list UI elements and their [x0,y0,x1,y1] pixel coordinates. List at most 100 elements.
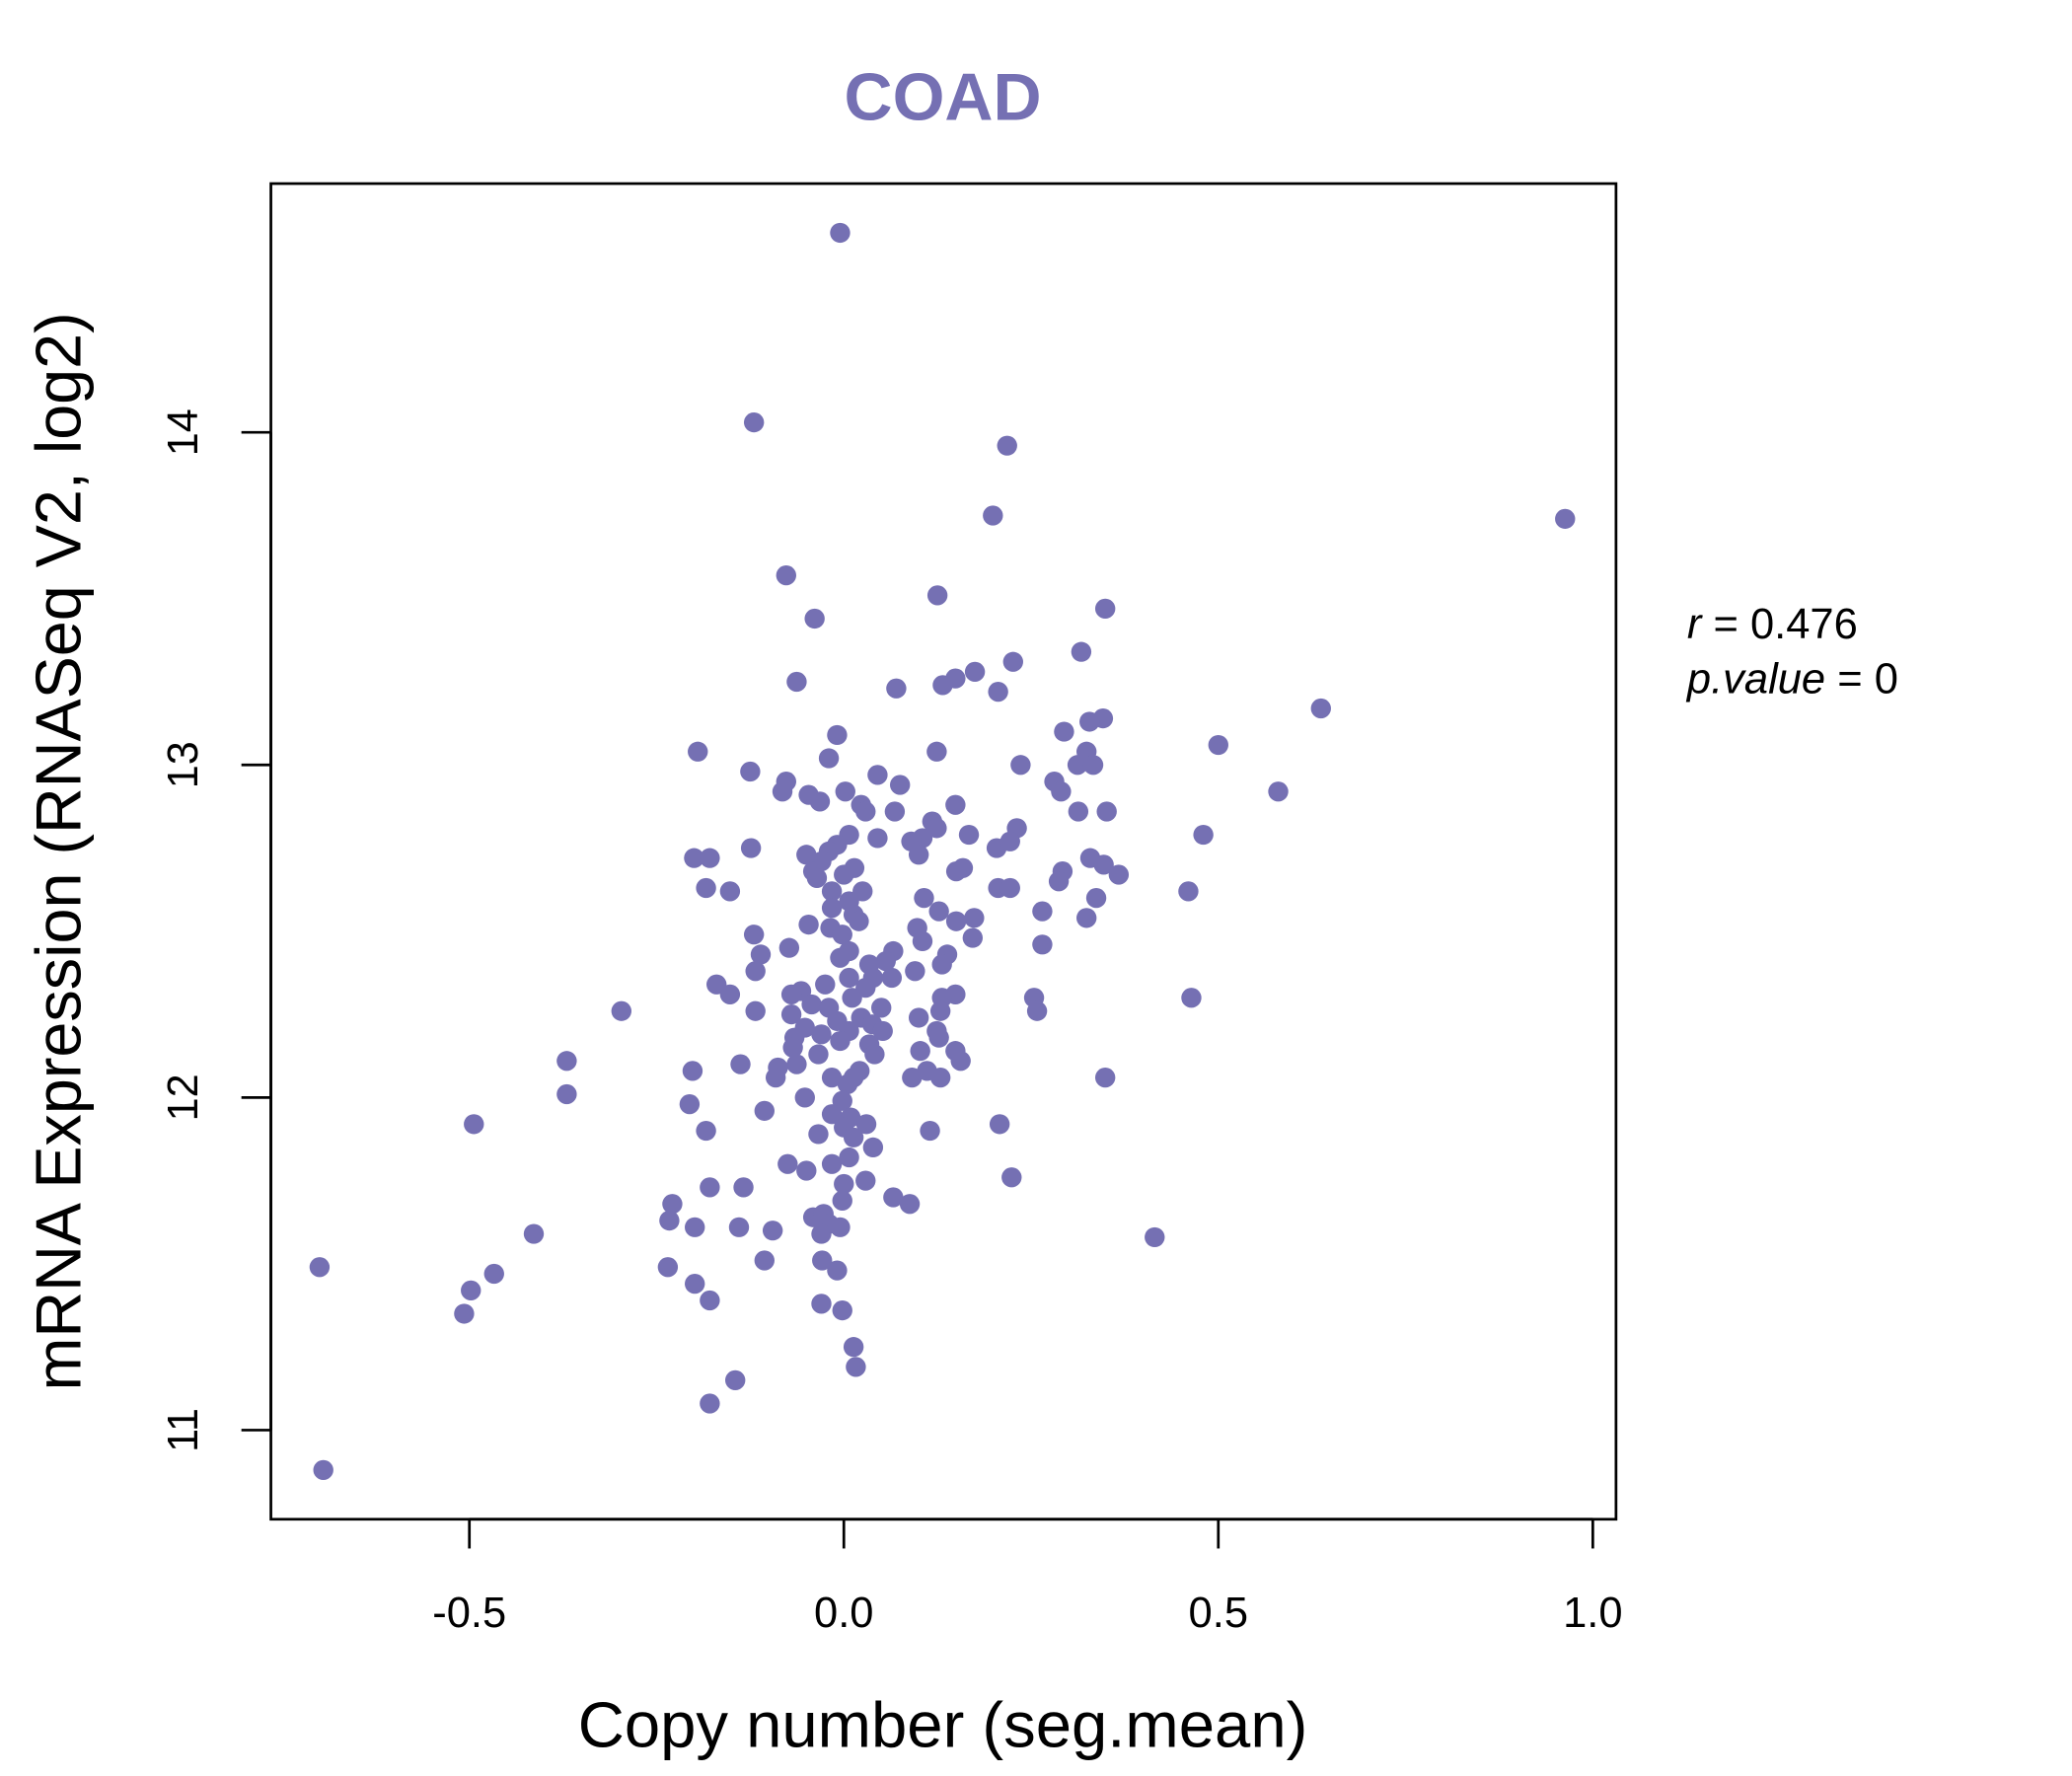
data-point [743,925,765,945]
data-point [730,1054,751,1074]
data-point [821,881,843,902]
points-layer [309,222,1576,1480]
data-point [821,1153,843,1174]
data-point [1032,934,1053,955]
data-point [1094,1068,1116,1088]
data-point [928,1027,949,1048]
data-point [1108,864,1130,885]
x-axis-label: Copy number (seg.mean) [578,1689,1308,1761]
data-point [945,861,967,882]
data-point [483,1263,504,1285]
data-point [679,1093,701,1115]
data-point [914,888,934,909]
data-point [926,585,948,606]
data-point [1555,508,1576,529]
data-point [1026,1000,1048,1021]
data-point [786,671,807,693]
data-point [835,781,855,802]
data-point [740,838,762,858]
data-point [765,1068,786,1088]
data-point [830,1030,851,1052]
data-point [782,1037,803,1058]
data-point [1071,641,1092,662]
data-point [662,1194,683,1215]
data-point [830,222,851,244]
data-point [962,927,984,948]
data-point [1002,651,1024,672]
data-point [920,1120,940,1142]
data-point [928,901,949,922]
data-point [958,824,980,846]
data-point [830,1217,851,1237]
data-point [999,831,1020,851]
data-point [912,930,933,952]
data-point [811,1024,832,1045]
data-point [1094,598,1116,619]
data-point [899,1194,921,1215]
svg-text:p.value = 0: p.value = 0 [1685,656,1898,703]
data-point [827,1260,848,1281]
y-axis-label: mRNA Expression (RNASeq V2, log2) [22,312,94,1390]
data-point [1048,871,1070,892]
data-point [309,1257,331,1278]
data-point [724,1369,746,1390]
x-tick-label: 0.5 [1189,1590,1248,1637]
data-point [804,608,825,629]
y-tick-label: 13 [160,741,207,788]
data-point [818,748,840,769]
data-point [1051,781,1072,802]
data-point [821,898,843,919]
p-label: p.value [1685,656,1825,703]
data-point [815,974,836,995]
data-point [832,1190,852,1211]
data-point [523,1223,545,1244]
data-point [908,1007,929,1028]
data-point [659,1210,680,1231]
data-point [657,1257,679,1278]
data-point [743,411,765,433]
data-point [1054,721,1074,742]
data-point [754,1250,775,1271]
data-point [808,1124,829,1145]
data-point [719,984,741,1004]
data-point [910,1041,930,1062]
data-point [754,1100,775,1121]
data-point [611,1000,632,1021]
data-point [843,1337,864,1358]
data-point [875,951,896,972]
p-value: 0 [1875,656,1898,703]
data-point [1032,901,1053,922]
data-point [983,505,1003,526]
correlation-annotation: r = 0.476 p.value = 0 [1685,601,1898,703]
data-point [945,794,966,815]
data-point [750,944,772,965]
data-point [867,765,888,785]
data-point [1178,881,1199,902]
data-point [682,1061,703,1081]
data-point [733,1177,754,1198]
data-point [685,1274,705,1295]
data-point [886,678,907,699]
data-point [884,801,906,822]
r-label: r [1687,601,1703,648]
data-point [777,1153,798,1174]
data-point [964,661,986,683]
data-point [1085,888,1107,909]
data-point [989,1114,1010,1135]
data-point [932,675,953,696]
data-point [926,741,947,762]
data-point [1310,698,1331,719]
data-point [786,1054,807,1074]
data-point [762,1221,783,1241]
data-point [1093,854,1114,875]
data-point [684,848,704,868]
data-point [700,848,720,868]
data-point [871,998,892,1018]
data-point [834,1173,854,1195]
data-point [842,988,862,1008]
data-point [821,1068,843,1088]
data-point [688,741,708,762]
y-axis: 11 12 13 14 [160,408,272,1452]
svg-text:r = 0.476: r = 0.476 [1687,601,1858,648]
data-point [855,1170,876,1191]
